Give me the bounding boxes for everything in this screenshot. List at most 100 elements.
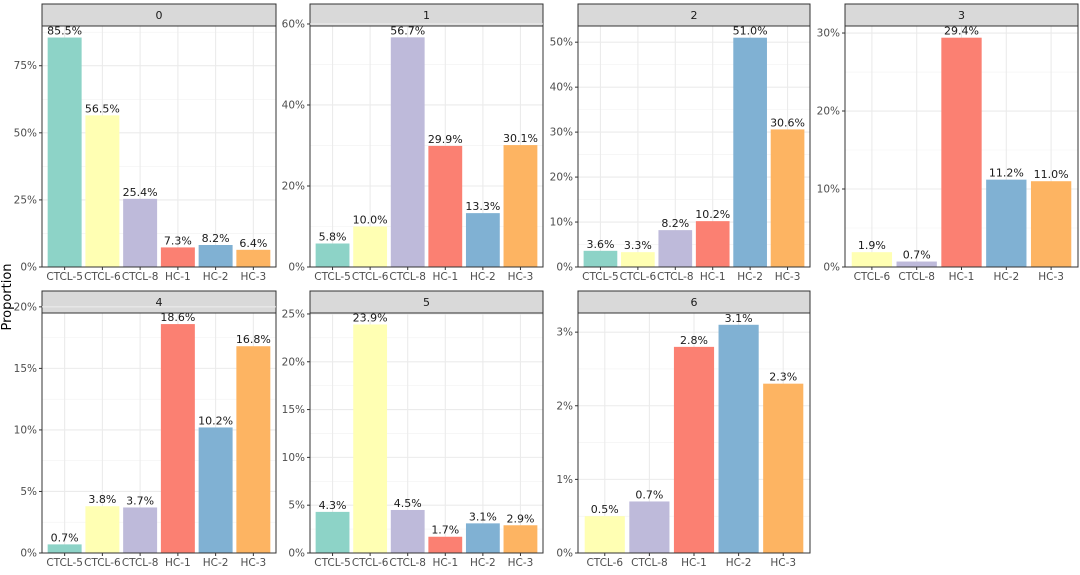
bar-value-label: 3.7%	[126, 494, 154, 507]
bar-value-label: 18.6%	[160, 311, 195, 324]
y-tick-label: 0%	[288, 262, 305, 274]
x-tick-label: CTCL-8	[657, 271, 694, 283]
x-tick-label: CTCL-8	[631, 557, 668, 569]
bar-ctcl-8	[123, 507, 158, 553]
x-tick-label: CTCL-5	[582, 271, 619, 283]
bar-hc-2	[465, 213, 500, 267]
bar-hc-3	[503, 145, 538, 267]
bar-ctcl-5	[47, 544, 82, 553]
y-tick-label: 60%	[282, 18, 305, 30]
x-tick-label: CTCL-5	[314, 271, 351, 283]
facet-panel-6: 6 0.5% 0.7% 2.8% 3.1% 2.3% 0% 1% 2% 3% CTCL-6 CTCL-…	[556, 290, 811, 569]
bar-ctcl-8	[390, 37, 425, 268]
y-tick-label: 15%	[282, 404, 305, 416]
x-tick-label: HC-1	[949, 271, 975, 283]
bar-value-label: 7.3%	[164, 234, 192, 247]
x-tick-label: HC-1	[432, 557, 458, 569]
y-tick-label: 25%	[282, 308, 305, 320]
y-tick-label: 20%	[282, 356, 305, 368]
bar-hc-3	[236, 346, 271, 553]
bar-value-label: 56.7%	[390, 24, 425, 37]
bar-value-label: 2.8%	[680, 334, 708, 347]
bar-value-label: 0.7%	[635, 488, 663, 501]
bar-hc-1	[428, 145, 463, 267]
panel-border	[309, 25, 544, 268]
bar-ctcl-6	[851, 252, 893, 267]
y-tick-label: 75%	[14, 60, 37, 72]
bar-value-label: 0.7%	[51, 531, 79, 544]
x-tick-label: CTCL-6	[84, 557, 121, 569]
bar-value-label: 13.3%	[465, 200, 500, 213]
y-tick-label: 20%	[817, 106, 840, 118]
x-tick-label: HC-3	[241, 271, 267, 283]
panel-border	[41, 312, 277, 554]
bar-hc-1	[941, 37, 982, 267]
y-tick-label: 0%	[20, 262, 37, 274]
y-tick-label: 5%	[288, 500, 305, 512]
bar-value-label: 23.9%	[353, 311, 388, 324]
facet-panel-0: 0 85.5% 56.5% 25.4% 7.3% 8.2% 6.4% 0% 25% 50% 75% C…	[14, 3, 277, 283]
bar-hc-1	[695, 221, 730, 267]
bar-hc-2	[733, 37, 767, 267]
y-tick-label: 0%	[823, 262, 840, 274]
y-tick-label: 50%	[14, 127, 37, 139]
x-tick-label: HC-1	[700, 271, 726, 283]
y-tick-label: 0%	[556, 548, 573, 560]
facet-strip-label: 3	[958, 9, 965, 22]
bar-ctcl-8	[629, 501, 670, 553]
x-tick-label: HC-2	[203, 271, 229, 283]
y-tick-label: 40%	[282, 99, 305, 111]
bar-value-label: 10.0%	[353, 213, 388, 226]
panel-border	[309, 312, 544, 554]
bar-hc-1	[673, 346, 715, 553]
x-tick-label: HC-2	[737, 271, 763, 283]
facet-strip-label: 1	[423, 9, 430, 22]
facet-panel-3: 3 1.9% 0.7% 29.4% 11.2% 11.0% 0% 10% 20% 30% CTCL-…	[817, 3, 1079, 283]
x-tick-label: CTCL-6	[620, 271, 657, 283]
bar-value-label: 25.4%	[123, 186, 158, 199]
bar-value-label: 8.2%	[661, 217, 689, 230]
bar-hc-2	[198, 244, 233, 267]
bar-hc-1	[160, 247, 195, 267]
x-tick-label: CTCL-6	[84, 271, 121, 283]
bar-hc-3	[503, 525, 538, 553]
y-tick-label: 10%	[817, 184, 840, 196]
x-tick-label: CTCL-5	[46, 271, 83, 283]
y-tick-label: 30%	[550, 127, 573, 139]
x-tick-label: HC-3	[1038, 271, 1064, 283]
x-tick-label: HC-1	[432, 271, 458, 283]
bar-hc-3	[770, 129, 805, 267]
x-tick-label: HC-2	[470, 557, 496, 569]
facet-panel-4: 4 0.7% 3.8% 3.7% 18.6% 10.2% 16.8% 0% 5% 10% 15% 20…	[14, 290, 277, 569]
y-tick-label: 50%	[550, 37, 573, 49]
bar-ctcl-5	[315, 511, 350, 553]
facet-panel-2: 2 3.6% 3.3% 8.2% 10.2% 51.0% 30.6% 0% 10% 20% 30% 4…	[550, 3, 811, 283]
panel-border	[41, 25, 277, 268]
bar-ctcl-6	[353, 324, 388, 553]
bar-ctcl-6	[85, 115, 120, 268]
bar-value-label: 11.0%	[1034, 168, 1069, 181]
bar-ctcl-6	[85, 506, 120, 553]
y-tick-label: 10%	[14, 424, 37, 436]
bar-value-label: 3.3%	[624, 239, 652, 252]
x-tick-label: HC-2	[993, 271, 1019, 283]
bar-value-label: 1.9%	[858, 239, 886, 252]
bar-value-label: 29.9%	[428, 133, 463, 146]
bar-value-label: 0.5%	[591, 503, 619, 516]
x-tick-label: CTCL-6	[352, 557, 389, 569]
bar-value-label: 10.2%	[695, 208, 730, 221]
bar-value-label: 85.5%	[47, 25, 82, 38]
x-tick-label: CTCL-8	[389, 271, 426, 283]
bar-hc-3	[236, 249, 271, 267]
bar-value-label: 51.0%	[733, 25, 768, 38]
y-axis-title: Proportion	[0, 263, 15, 330]
bar-value-label: 0.7%	[903, 249, 931, 262]
bar-value-label: 4.3%	[319, 499, 347, 512]
y-tick-label: 30%	[817, 28, 840, 40]
y-tick-label: 20%	[550, 172, 573, 184]
y-tick-label: 0%	[556, 262, 573, 274]
facet-strip-label: 2	[691, 9, 698, 22]
bar-hc-2	[465, 523, 500, 553]
